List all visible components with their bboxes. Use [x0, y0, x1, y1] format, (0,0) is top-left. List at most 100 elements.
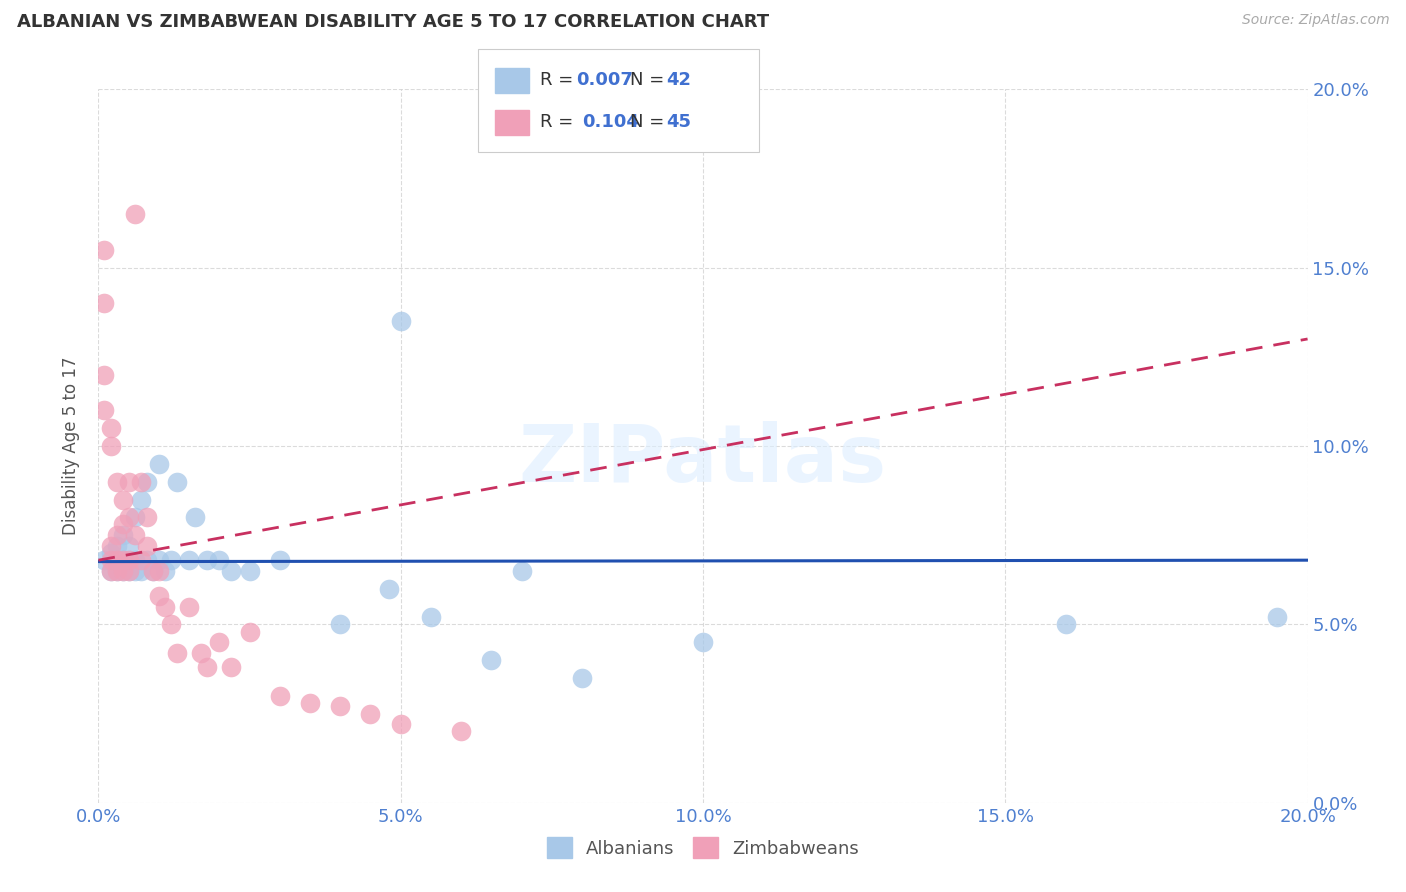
Point [142, 564, 165, 578]
Point [111, 528, 134, 542]
Point [190, 646, 212, 660]
Text: Source: ZipAtlas.com: Source: ZipAtlas.com [1241, 13, 1389, 28]
Point [195, 660, 218, 674]
Point [299, 696, 322, 710]
Point [100, 546, 122, 560]
Point [100, 564, 122, 578]
Point [118, 564, 141, 578]
Point [93, 553, 115, 567]
Point [481, 653, 503, 667]
Point [269, 689, 291, 703]
Point [179, 553, 201, 567]
Text: 45: 45 [666, 113, 692, 131]
Text: 0.104: 0.104 [582, 113, 638, 131]
Point [105, 553, 128, 567]
Point [118, 553, 141, 567]
Point [124, 564, 146, 578]
Point [105, 528, 128, 542]
Point [195, 553, 218, 567]
Point [510, 564, 533, 578]
Point [208, 553, 231, 567]
Point [93, 368, 115, 382]
Point [221, 564, 243, 578]
Text: ALBANIAN VS ZIMBABWEAN DISABILITY AGE 5 TO 17 CORRELATION CHART: ALBANIAN VS ZIMBABWEAN DISABILITY AGE 5 … [17, 13, 769, 31]
Text: 42: 42 [666, 71, 692, 89]
Point [111, 553, 134, 567]
Point [1054, 617, 1077, 632]
Point [420, 610, 443, 624]
Point [111, 553, 134, 567]
Point [129, 564, 152, 578]
Point [377, 582, 399, 596]
Point [142, 564, 165, 578]
Text: N =: N = [630, 113, 669, 131]
Point [160, 553, 183, 567]
Point [100, 564, 122, 578]
Point [124, 553, 146, 567]
Point [1267, 610, 1289, 624]
Text: R =: R = [540, 71, 579, 89]
Point [360, 706, 382, 721]
Point [329, 617, 352, 632]
Legend: Albanians, Zimbabweans: Albanians, Zimbabweans [547, 838, 859, 858]
Point [239, 564, 262, 578]
Point [105, 564, 128, 578]
Point [118, 553, 141, 567]
Point [100, 553, 122, 567]
Y-axis label: Disability Age 5 to 17: Disability Age 5 to 17 [62, 357, 80, 535]
Point [111, 564, 134, 578]
Point [129, 475, 152, 489]
Point [571, 671, 593, 685]
Point [208, 635, 231, 649]
Point [160, 617, 183, 632]
Point [148, 457, 170, 471]
Point [118, 564, 141, 578]
Point [93, 243, 115, 257]
Point [135, 539, 157, 553]
Point [124, 510, 146, 524]
Text: 0.007: 0.007 [576, 71, 633, 89]
Point [166, 475, 188, 489]
Point [129, 492, 152, 507]
Point [111, 564, 134, 578]
Point [148, 564, 170, 578]
Point [111, 492, 134, 507]
Point [93, 296, 115, 310]
Text: R =: R = [540, 113, 585, 131]
Point [135, 510, 157, 524]
Point [135, 553, 157, 567]
Point [100, 439, 122, 453]
Point [93, 403, 115, 417]
Point [389, 717, 412, 731]
Point [184, 510, 207, 524]
Point [269, 553, 291, 567]
Point [129, 553, 152, 567]
Text: N =: N = [630, 71, 669, 89]
Point [118, 539, 141, 553]
Point [179, 599, 201, 614]
Point [153, 599, 176, 614]
Point [148, 589, 170, 603]
Point [111, 517, 134, 532]
Point [105, 475, 128, 489]
Point [221, 660, 243, 674]
Point [692, 635, 714, 649]
Point [389, 314, 412, 328]
Point [166, 646, 188, 660]
Point [153, 564, 176, 578]
Point [329, 699, 352, 714]
Point [124, 207, 146, 221]
Point [100, 539, 122, 553]
Point [239, 624, 262, 639]
Point [148, 553, 170, 567]
Point [105, 539, 128, 553]
Point [118, 475, 141, 489]
Point [100, 421, 122, 435]
Point [135, 475, 157, 489]
Point [124, 528, 146, 542]
Point [450, 724, 472, 739]
Point [105, 564, 128, 578]
Point [118, 510, 141, 524]
Point [105, 553, 128, 567]
Text: ZIPatlas: ZIPatlas [519, 421, 887, 500]
